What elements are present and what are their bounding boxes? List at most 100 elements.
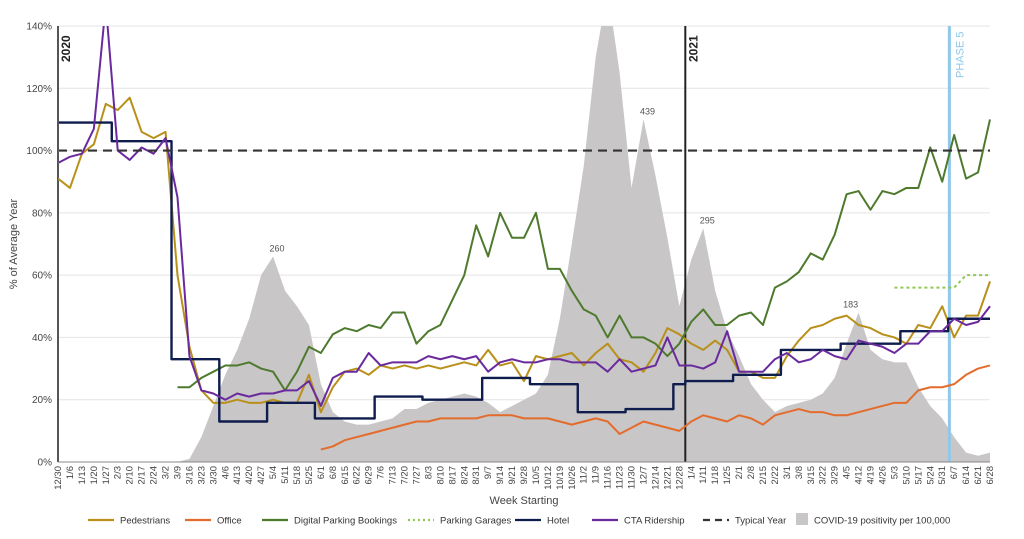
legend-label: CTA Ridership bbox=[624, 516, 685, 527]
x-tick-label: 5/10 bbox=[901, 466, 912, 485]
series-pedestrians bbox=[57, 96, 991, 414]
x-tick-label: 6/14 bbox=[961, 466, 972, 485]
legend-item: Digital Parking Bookings bbox=[262, 516, 397, 527]
legend-label: Hotel bbox=[547, 516, 569, 527]
y-tick-label: 20% bbox=[32, 395, 52, 406]
x-tick-label: 12/7 bbox=[638, 466, 649, 485]
axes-layer: 0%20%40%60%80%100%120%140%12/30 1/6 1/13 1/… bbox=[8, 22, 996, 508]
x-tick-label: 6/22 bbox=[352, 466, 363, 485]
x-tick-label: 6/1 bbox=[316, 466, 327, 479]
legend-item: Pedestrians bbox=[88, 516, 170, 527]
x-tick-label: 11/2 bbox=[579, 466, 590, 484]
x-tick-label: 6/7 bbox=[949, 466, 960, 479]
x-tick-label: 3/29 bbox=[830, 466, 841, 485]
x-tick-label: 3/16 bbox=[184, 466, 195, 485]
x-tick-label: 1/6 bbox=[65, 466, 76, 479]
x-tick-label: 3/2 bbox=[161, 466, 172, 479]
x-tick-label: 7/20 bbox=[400, 466, 411, 485]
legend-item: Office bbox=[185, 516, 242, 527]
x-tick-label: 1/13 bbox=[77, 466, 88, 485]
x-tick-label: 2/10 bbox=[125, 466, 136, 485]
x-tick-label: 3/30 bbox=[208, 466, 219, 485]
x-tick-label: 3/8 bbox=[794, 466, 805, 479]
x-tick-label: 2/8 bbox=[746, 466, 757, 479]
x-tick-label: 4/26 bbox=[877, 466, 888, 485]
x-tick-label: 11/23 bbox=[615, 466, 626, 489]
x-tick-label: 8/24 bbox=[459, 466, 470, 485]
legend-layer: Pedestrians Office Digital Parking Booking… bbox=[88, 513, 950, 527]
x-tick-label: 9/28 bbox=[519, 466, 530, 485]
x-tick-label: 6/29 bbox=[364, 466, 375, 485]
x-tick-label: 12/21 bbox=[662, 466, 673, 490]
x-tick-label: 7/13 bbox=[388, 466, 399, 485]
x-tick-label: 6/15 bbox=[340, 466, 351, 485]
x-tick-label: 5/31 bbox=[937, 466, 948, 485]
area-layer bbox=[58, 26, 990, 462]
x-tick-label: 11/9 bbox=[591, 466, 602, 484]
x-tick-label: 3/1 bbox=[782, 466, 793, 479]
x-tick-label: 11/16 bbox=[603, 466, 614, 489]
x-tick-label: 1/18 bbox=[710, 466, 721, 485]
legend-item: COVID-19 positivity per 100,000 bbox=[796, 513, 950, 527]
legend-label: Office bbox=[217, 516, 242, 527]
x-tick-label: 2/17 bbox=[137, 466, 148, 485]
series-parking-garages bbox=[894, 274, 990, 289]
x-tick-label: 2/1 bbox=[734, 466, 745, 479]
x-tick-label: 2/24 bbox=[149, 466, 160, 485]
x-tick-label: 8/31 bbox=[471, 466, 482, 485]
phase-5-label: PHASE 5 bbox=[954, 32, 966, 78]
y-tick-label: 120% bbox=[26, 84, 52, 95]
series-digital-parking-bookings bbox=[177, 119, 991, 392]
x-tick-label: 1/27 bbox=[101, 466, 112, 485]
legend-item: Hotel bbox=[515, 516, 569, 527]
area-peak-label: 295 bbox=[700, 215, 715, 225]
y-tick-label: 140% bbox=[26, 22, 52, 33]
x-tick-label: 1/4 bbox=[686, 466, 697, 479]
x-tick-label: 8/10 bbox=[435, 466, 446, 485]
x-tick-label: 4/19 bbox=[866, 466, 877, 485]
x-tick-label: 5/18 bbox=[292, 466, 303, 485]
legend-label: COVID-19 positivity per 100,000 bbox=[814, 516, 950, 527]
x-tick-label: 3/9 bbox=[172, 466, 183, 479]
y-tick-label: 80% bbox=[32, 208, 52, 219]
x-tick-label: 7/6 bbox=[376, 466, 387, 479]
annotation-layer bbox=[57, 26, 951, 462]
legend-label: Pedestrians bbox=[120, 516, 170, 527]
series-hotel bbox=[58, 121, 990, 423]
y-tick-label: 0% bbox=[38, 458, 53, 469]
x-tick-label: 8/3 bbox=[423, 466, 434, 479]
x-tick-label: 5/3 bbox=[889, 466, 900, 479]
legend-item: Typical Year bbox=[703, 516, 786, 527]
area-peak-label: 439 bbox=[640, 106, 655, 116]
legend-item: CTA Ridership bbox=[592, 516, 685, 527]
x-tick-label: 3/23 bbox=[196, 466, 207, 485]
x-tick-label: 6/28 bbox=[985, 466, 996, 485]
x-tick-label: 12/14 bbox=[650, 466, 661, 490]
y-tick-label: 100% bbox=[26, 146, 52, 157]
x-tick-label: 3/22 bbox=[818, 466, 829, 485]
x-tick-label: 4/13 bbox=[232, 466, 243, 485]
covid-positivity-area bbox=[58, 26, 990, 462]
x-tick-label: 1/25 bbox=[722, 466, 733, 485]
x-tick-label: 4/5 bbox=[842, 466, 853, 479]
legend-swatch bbox=[796, 513, 808, 525]
x-tick-label: 10/5 bbox=[531, 466, 542, 485]
area-peak-label: 183 bbox=[843, 300, 858, 310]
x-tick-label: 9/21 bbox=[507, 466, 518, 485]
x-tick-label: 9/14 bbox=[495, 466, 506, 485]
x-tick-label: 10/12 bbox=[543, 466, 554, 490]
x-tick-label: 4/27 bbox=[256, 466, 267, 485]
x-tick-label: 2/3 bbox=[113, 466, 124, 479]
area-peak-label: 260 bbox=[270, 243, 285, 253]
series-office bbox=[320, 364, 991, 451]
x-tick-label: 10/19 bbox=[555, 466, 566, 490]
x-tick-label: 8/17 bbox=[447, 466, 458, 485]
legend-item: Parking Garages bbox=[408, 516, 512, 527]
x-tick-label: 3/15 bbox=[806, 466, 817, 485]
y-axis-label: % of Average Year bbox=[8, 199, 20, 290]
x-tick-label: 4/20 bbox=[244, 466, 255, 485]
x-tick-label: 9/7 bbox=[483, 466, 494, 479]
x-tick-label: 5/17 bbox=[913, 466, 924, 485]
x-tick-label: 6/8 bbox=[328, 466, 339, 479]
